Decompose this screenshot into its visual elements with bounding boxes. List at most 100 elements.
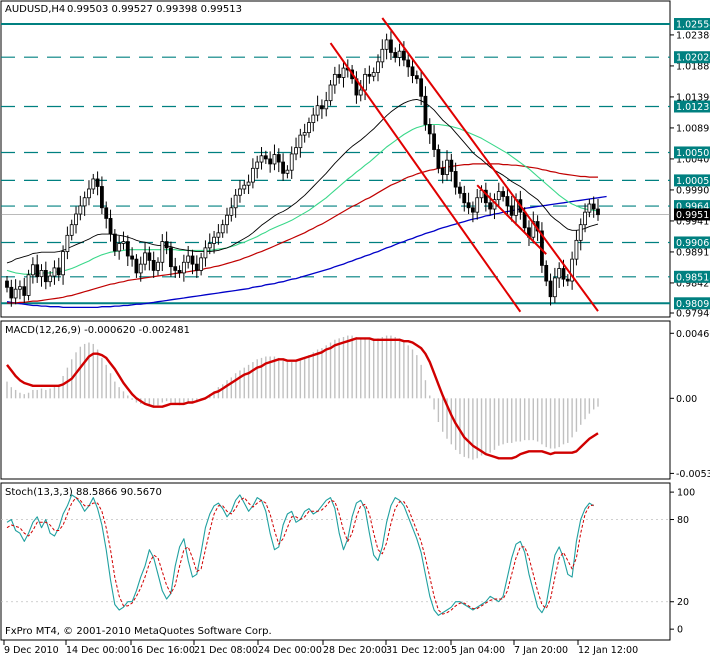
macd-signal-line — [6, 337, 599, 460]
candle-body — [436, 149, 441, 169]
price-level-tag — [674, 18, 710, 31]
candle-body — [548, 280, 553, 298]
candle-body — [453, 171, 458, 188]
candle-body — [138, 263, 143, 274]
candle-body — [488, 202, 493, 210]
stochastic-panel-frame — [0, 482, 671, 641]
candle-body — [225, 214, 229, 226]
stochastic-title: Stoch(13,3,3) 88.5866 90.5670 — [5, 487, 162, 498]
candle-body — [13, 288, 18, 299]
stochastic-panel: 100 80 20 0 Stoch(13,3,3) 88.5866 90.5670 F… — [0, 482, 695, 641]
candle-body — [100, 186, 104, 209]
candle-body — [315, 105, 320, 116]
candle-body — [298, 134, 303, 149]
candlesticks — [5, 31, 600, 307]
ma-black-line — [6, 98, 599, 264]
candle-body — [134, 258, 139, 274]
candle-body — [376, 61, 380, 73]
candle-body — [35, 264, 40, 278]
price-level-label: 1.01237 — [676, 102, 710, 113]
candle-body — [414, 75, 419, 80]
candle-body — [242, 184, 247, 190]
channel-line-upper — [381, 17, 599, 312]
candle-body — [95, 178, 100, 187]
candle-body — [268, 158, 273, 165]
candle-body — [475, 197, 480, 213]
stochastic-lines — [6, 494, 594, 616]
stochastic-tick-label: 80 — [677, 515, 689, 526]
candle-body — [160, 241, 165, 263]
candle-body — [263, 155, 268, 160]
price-tick-label: 1.00895 — [676, 123, 710, 134]
candle-body — [294, 147, 298, 155]
candle-body — [56, 267, 61, 276]
candle-body — [285, 169, 290, 174]
candle-body — [587, 203, 592, 213]
price-level-label: 1.02024 — [676, 53, 710, 64]
candle-body — [186, 255, 191, 263]
candle-body — [358, 89, 363, 96]
macd-panel: 0.004664 0.00 -0.005385 MACD(12,26,9) -0.0… — [0, 320, 710, 480]
candle-body — [121, 241, 126, 244]
candle-body — [401, 50, 406, 61]
candle-body — [307, 122, 311, 134]
candle-body — [410, 66, 415, 77]
candle-body — [78, 205, 83, 215]
price-level-tag — [674, 297, 710, 310]
time-tick-label: 5 Jan 04:00 — [451, 645, 505, 656]
candle-body — [406, 59, 411, 68]
candle-body — [190, 255, 195, 265]
candle-body — [169, 247, 173, 268]
candle-body — [177, 270, 182, 274]
candle-body — [87, 188, 91, 199]
price-level-label: 0.98095 — [676, 299, 710, 310]
price-level-label: 1.02554 — [676, 20, 710, 31]
candle-body — [82, 197, 87, 207]
price-panel-frame — [0, 0, 671, 318]
candle-body — [311, 114, 316, 123]
candle-body — [52, 267, 57, 277]
stochastic-signal-line — [6, 497, 594, 615]
candle-body — [48, 275, 53, 283]
candle-body — [30, 264, 35, 276]
candle-body — [43, 270, 48, 283]
candle-body — [302, 132, 307, 136]
candle-body — [423, 95, 428, 125]
candle-body — [194, 263, 199, 271]
candle-body — [337, 73, 342, 78]
current-price-label: 0.99513 — [676, 210, 710, 221]
candle-body — [509, 205, 514, 216]
stochastic-axis: 100 80 20 0 — [1, 488, 695, 636]
candle-body — [384, 39, 389, 50]
macd-tick-label: 0.00 — [676, 394, 697, 405]
price-level-label: 0.99647 — [676, 202, 710, 213]
ma-blue-line — [6, 195, 607, 309]
candle-body — [125, 241, 130, 257]
candle-body — [561, 268, 566, 280]
moving-averages — [6, 98, 607, 309]
candle-body — [432, 133, 436, 150]
ma-darkred-line — [7, 163, 598, 304]
candle-body — [583, 211, 587, 226]
time-tick-label: 31 Dec 12:00 — [386, 645, 450, 656]
level-labels: 1.02554 1.02024 1.01237 1.00503 1.00057 0.996… — [674, 18, 710, 310]
price-level-tag — [674, 146, 710, 159]
candle-body — [281, 161, 285, 174]
price-level-tag — [674, 51, 710, 64]
candle-body — [117, 243, 122, 252]
candle-body — [397, 50, 402, 58]
candle-body — [544, 264, 549, 282]
price-level-label: 0.99066 — [676, 238, 710, 249]
candle-body — [108, 218, 113, 235]
candle-body — [91, 178, 96, 190]
price-level-tag — [674, 100, 710, 113]
copyright-footer: FxPro MT4, © 2001-2010 MetaQuotes Softwa… — [5, 626, 272, 637]
price-tick-label: 1.02380 — [676, 30, 710, 41]
candle-body — [574, 239, 579, 260]
candle-body — [250, 167, 255, 183]
macd-tick-label: -0.005385 — [676, 469, 710, 480]
